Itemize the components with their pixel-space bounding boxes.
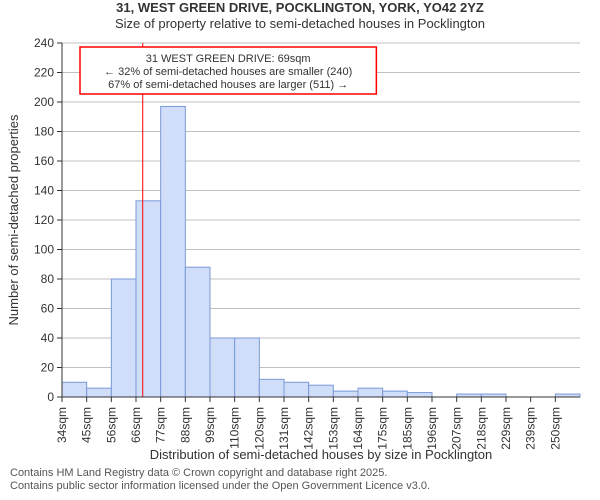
x-tick-label: 110sqm: [228, 407, 242, 449]
x-tick-label: 34sqm: [55, 407, 69, 443]
x-tick-label: 131sqm: [277, 407, 291, 450]
chart-titles: 31, WEST GREEN DRIVE, POCKLINGTON, YORK,…: [0, 0, 600, 33]
y-tick-label: 200: [34, 95, 54, 109]
annotation-line: 67% of semi-detached houses are larger (…: [108, 79, 348, 91]
y-tick-label: 240: [34, 36, 54, 50]
x-tick-label: 99sqm: [203, 407, 217, 443]
histogram-bar: [161, 106, 186, 397]
x-tick-label: 153sqm: [326, 407, 340, 450]
histogram-chart: 0 20 40 60 80 100 120 140 160 180 200 220 240 34sqm 45…: [0, 33, 600, 465]
histogram-bar: [284, 382, 309, 397]
x-axis-title: Distribution of semi-detached houses by …: [150, 447, 493, 462]
histogram-bar: [235, 338, 260, 397]
x-tick-label: 196sqm: [425, 407, 439, 450]
annotation-line: ← 32% of semi-detached houses are smalle…: [104, 66, 352, 78]
y-tick-label: 40: [41, 331, 55, 345]
x-tick-label: 66sqm: [129, 407, 143, 443]
histogram-bar: [309, 385, 334, 397]
footer-line2: Contains public sector information licen…: [10, 480, 590, 494]
x-tick-label: 88sqm: [178, 407, 192, 443]
histogram-bar: [333, 391, 358, 397]
histogram-bar: [358, 388, 383, 397]
x-tick-label: 185sqm: [400, 407, 414, 450]
histogram-bar: [62, 382, 87, 397]
x-tick-label: 175sqm: [376, 407, 390, 450]
x-tick-label: 56sqm: [104, 407, 118, 443]
x-tick-label: 207sqm: [450, 407, 464, 450]
x-tick-label: 250sqm: [548, 407, 562, 450]
chart-title-line1: 31, WEST GREEN DRIVE, POCKLINGTON, YORK,…: [0, 0, 600, 16]
x-tick-label: 164sqm: [351, 407, 365, 450]
footer-line1: Contains HM Land Registry data © Crown c…: [10, 467, 590, 481]
y-tick-label: 160: [34, 154, 54, 168]
y-tick-label: 80: [41, 272, 55, 286]
y-tick-label: 100: [34, 242, 54, 256]
x-tick-label: 239sqm: [524, 407, 538, 450]
chart-title-line2: Size of property relative to semi-detach…: [0, 16, 600, 32]
x-tick-label: 142sqm: [302, 407, 316, 450]
y-tick-label: 120: [34, 213, 54, 227]
x-tick-label: 229sqm: [499, 407, 513, 450]
y-tick-label: 220: [34, 65, 54, 79]
x-tick-label: 45sqm: [80, 407, 94, 443]
y-axis-title: Number of semi-detached properties: [6, 114, 21, 325]
footer-attribution: Contains HM Land Registry data © Crown c…: [0, 465, 600, 495]
y-tick-label: 140: [34, 183, 54, 197]
histogram-bar: [407, 392, 432, 396]
y-tick-label: 180: [34, 124, 54, 138]
x-tick-label: 218sqm: [474, 407, 488, 450]
histogram-bar: [210, 338, 235, 397]
y-tick-label: 0: [47, 390, 54, 404]
x-tick-label: 77sqm: [154, 407, 168, 443]
histogram-bar: [136, 200, 161, 396]
y-tick-label: 60: [41, 301, 55, 315]
x-tick-label: 120sqm: [252, 407, 266, 450]
histogram-bar: [259, 379, 284, 397]
histogram-bar: [383, 391, 408, 397]
histogram-bar: [185, 267, 210, 397]
histogram-bar: [87, 388, 112, 397]
y-tick-label: 20: [41, 360, 55, 374]
histogram-bar: [111, 279, 136, 397]
annotation-line: 31 WEST GREEN DRIVE: 69sqm: [146, 53, 311, 65]
